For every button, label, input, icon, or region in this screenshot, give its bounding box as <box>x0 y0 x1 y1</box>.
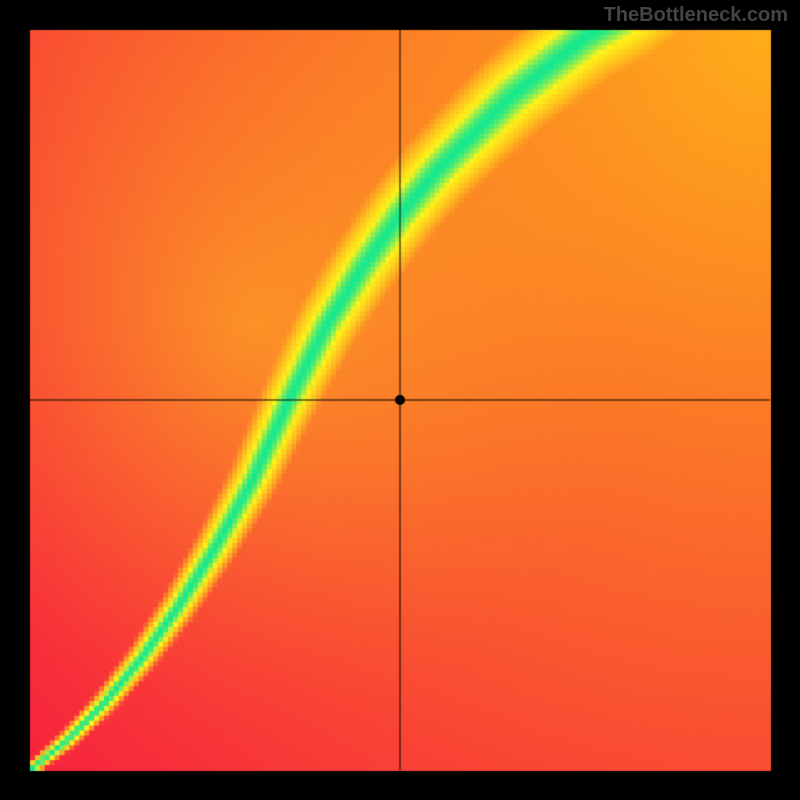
bottleneck-heatmap <box>0 0 800 800</box>
chart-container: TheBottleneck.com <box>0 0 800 800</box>
attribution-label: TheBottleneck.com <box>604 4 788 27</box>
